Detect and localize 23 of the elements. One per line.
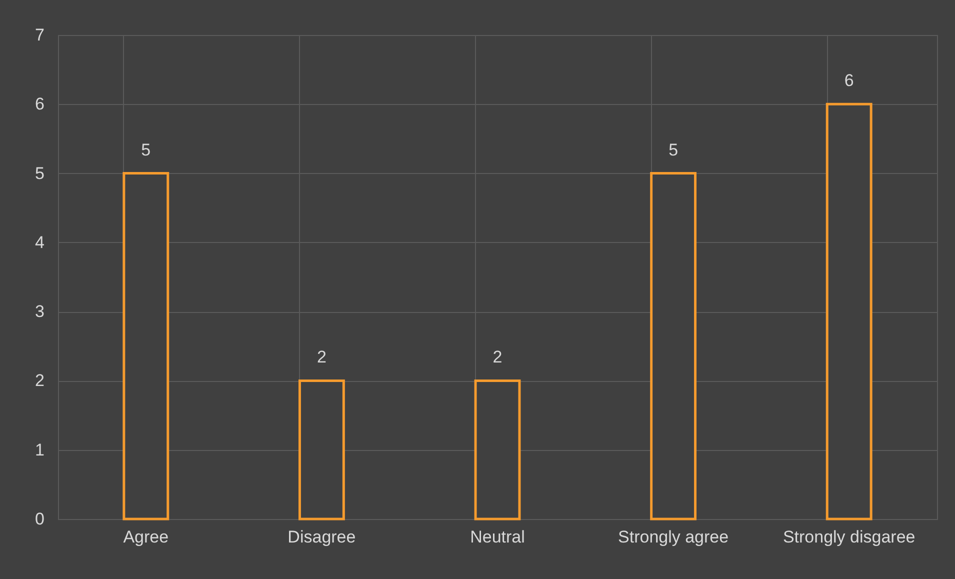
data-label: 2 (316, 348, 326, 367)
y-tick-label: 1 (35, 440, 44, 460)
x-tick-label: Strongly agree (618, 528, 729, 546)
x-tick-label: Neutral (470, 528, 525, 546)
y-tick-label: 0 (35, 510, 44, 528)
x-tick-label: Strongly disgaree (782, 528, 916, 546)
y-tick-label: 4 (35, 232, 44, 252)
data-label: 5 (668, 140, 678, 160)
bar (298, 379, 345, 520)
data-label: 6 (844, 71, 854, 90)
data-label: 5 (141, 140, 151, 160)
bar (826, 102, 872, 520)
x-tick-label: Agree (123, 528, 169, 546)
y-tick-label: 2 (35, 371, 44, 390)
y-tick-label: 7 (35, 26, 44, 44)
bar (474, 379, 521, 520)
y-tick-label: 3 (35, 302, 44, 322)
data-label: 2 (492, 348, 502, 367)
bar (650, 172, 697, 520)
bar (122, 172, 170, 520)
y-tick-label: 5 (35, 164, 44, 183)
x-tick-label: Disagree (288, 528, 356, 546)
y-tick-label: 6 (35, 94, 44, 114)
